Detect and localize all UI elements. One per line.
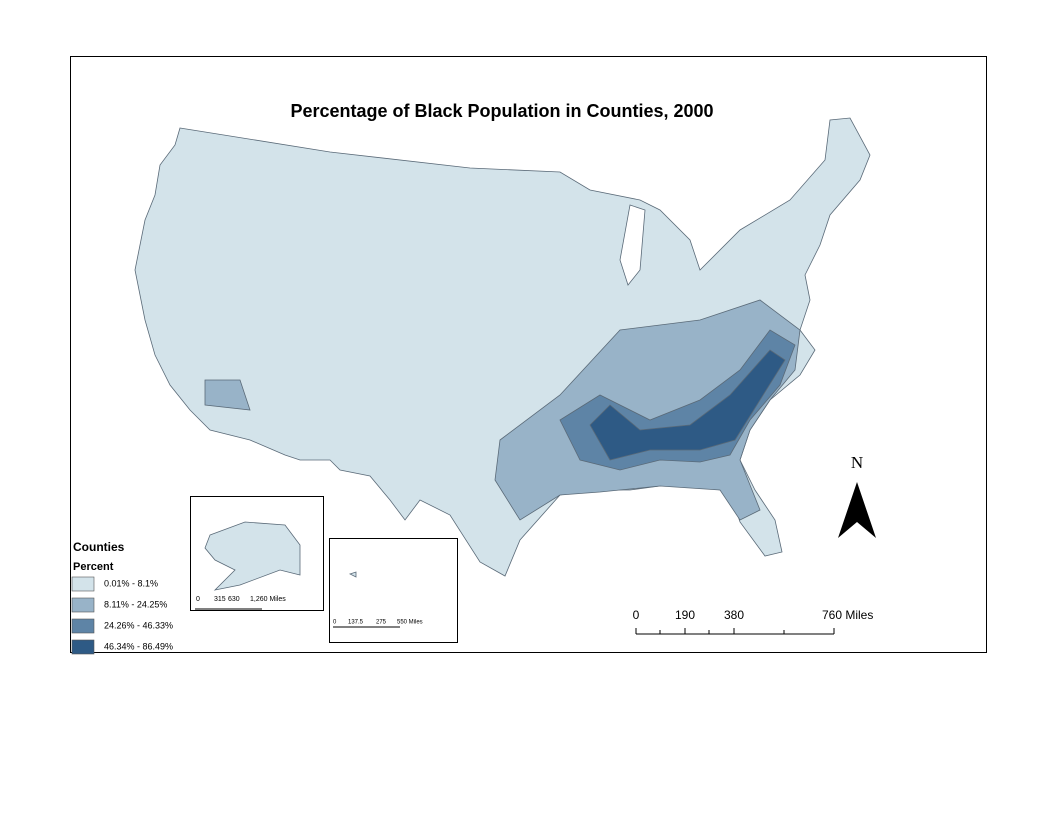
hawaii-scale-label: 0 (333, 620, 337, 626)
scale-bar-ticks (635, 628, 835, 634)
alaska-scale-label: 315 (214, 596, 226, 603)
legend-swatch (71, 639, 95, 655)
legend-swatch (71, 618, 95, 634)
hawaii-scale-label: 275 (376, 620, 387, 626)
legend-label: 0.01% - 8.1% (104, 578, 158, 588)
hawaii-scale-label: 550 Miles (397, 620, 423, 626)
map-title: Percentage of Black Population in Counti… (290, 101, 713, 121)
north-label: N (851, 453, 863, 472)
scale-label: 190 (675, 608, 695, 622)
legend-swatch (71, 576, 95, 592)
scale-label: 760 Miles (822, 608, 873, 622)
hawaii (348, 571, 357, 578)
legend-subtitle: Percent (73, 561, 114, 573)
legend-label: 46.34% - 86.49% (104, 641, 173, 651)
legend-label: 8.11% - 24.25% (104, 599, 167, 609)
southeast-band (494, 299, 801, 521)
hawaii-inset (329, 538, 458, 643)
hawaii-scale-label: 137.5 (348, 620, 364, 626)
black-belt-core (589, 349, 786, 461)
scale-label: 380 (724, 608, 744, 622)
alaska-scale-label: 630 (228, 596, 240, 603)
alaska-scale-label: 0 (196, 596, 200, 603)
north-arrow (838, 482, 876, 538)
alaska (204, 521, 301, 591)
legend-title: Counties (73, 540, 125, 554)
scale-label: 0 (633, 608, 640, 622)
legend-label: 24.26% - 46.33% (104, 620, 173, 630)
alaska-scale-label: 1,260 Miles (250, 596, 286, 603)
lake-michigan (619, 204, 646, 286)
legend-swatch (71, 597, 95, 613)
arizona-county (204, 379, 251, 411)
